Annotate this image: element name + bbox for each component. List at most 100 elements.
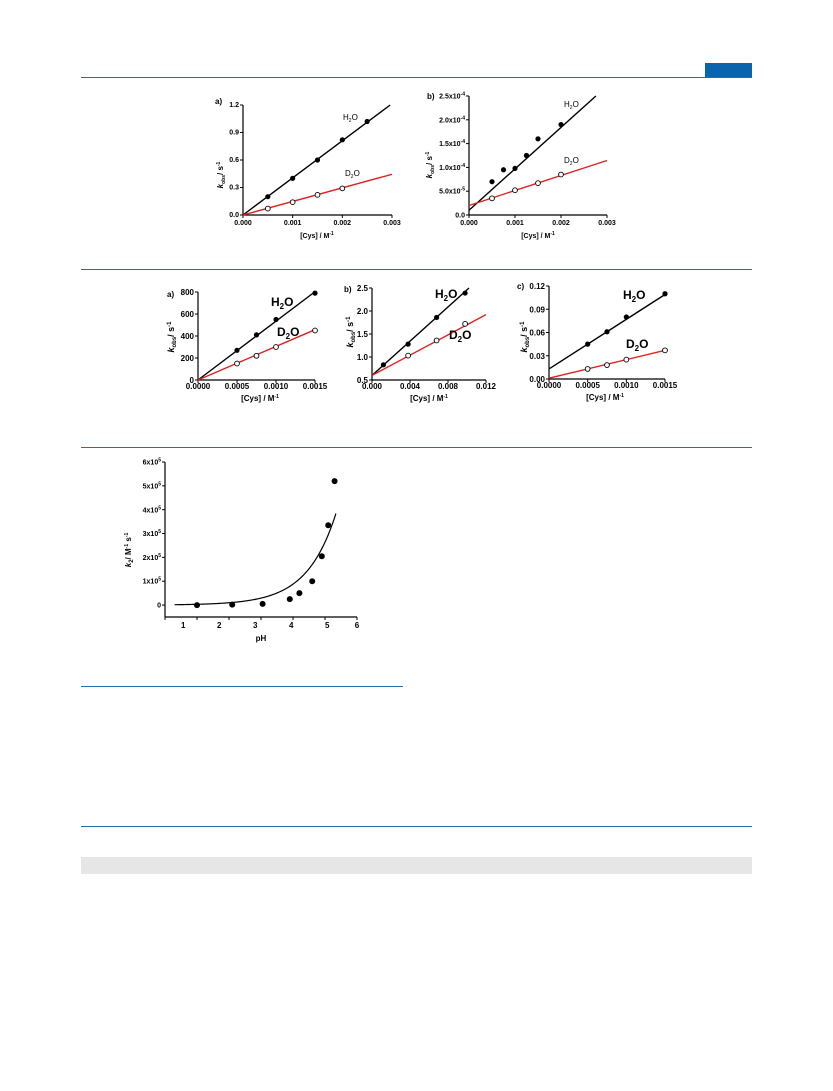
y-tick: 0.09 bbox=[529, 305, 545, 314]
data-point-d2o bbox=[623, 356, 630, 363]
data-point-h2o bbox=[364, 118, 370, 125]
data-point-h2o bbox=[604, 329, 610, 335]
y-tick: 400 bbox=[181, 332, 195, 341]
data-point-h2o bbox=[405, 341, 411, 347]
data-point-h2o bbox=[265, 194, 271, 200]
y-tick: 0.6 bbox=[229, 157, 239, 164]
section-rule-1 bbox=[81, 269, 752, 270]
y-tick-labels: 0.5 1.0 1.5 2.0 2.5 bbox=[357, 284, 369, 385]
figure-1-panel-a: a) kobs/ s-1 0.000 0.001 0.002 0.003 0.0… bbox=[215, 97, 401, 240]
d2o-label: D2O bbox=[345, 169, 360, 180]
data-point-d2o bbox=[662, 347, 668, 354]
x-tick: 0.0010 bbox=[264, 382, 289, 391]
y-tick: 4x105 bbox=[143, 505, 162, 514]
data-point-d2o bbox=[489, 195, 495, 202]
svg-text:kobs/ s-1: kobs/ s-1 bbox=[216, 161, 227, 188]
x-tick: 0.0000 bbox=[186, 382, 211, 391]
x-tick: 0.002 bbox=[334, 220, 352, 227]
data-point-h2o bbox=[234, 347, 240, 353]
data-point-h2o bbox=[558, 121, 564, 128]
h2o-label: H2O bbox=[564, 100, 579, 111]
d2o-label: D2O bbox=[277, 325, 299, 341]
y-tick: 200 bbox=[181, 354, 195, 363]
y-tick: 0.0 bbox=[455, 213, 465, 220]
y-tick: 600 bbox=[181, 310, 195, 319]
panel-label: b) bbox=[344, 285, 352, 294]
x-axis-title: pH bbox=[256, 634, 267, 643]
y-tick: 2.0 bbox=[357, 307, 369, 316]
data-point-h2o bbox=[662, 291, 668, 297]
x-tick: 0.0010 bbox=[614, 381, 639, 390]
x-tick-labels: 0.0000 0.0005 0.0010 0.0015 bbox=[186, 382, 328, 391]
data-point-h2o bbox=[314, 157, 321, 163]
plot-area bbox=[546, 285, 668, 382]
data-point bbox=[331, 478, 338, 485]
plot-area bbox=[162, 461, 358, 620]
y-tick: 1.5x10-4 bbox=[439, 139, 465, 148]
data-point-h2o bbox=[312, 290, 318, 296]
y-tick: 3x105 bbox=[143, 529, 162, 538]
data-point-d2o bbox=[264, 205, 271, 212]
svg-text:kobs/ s-1: kobs/ s-1 bbox=[345, 316, 357, 348]
x-tick-labels: 1 2 3 4 5 6 bbox=[181, 621, 360, 630]
y-tick: 0.12 bbox=[529, 282, 545, 291]
x-tick: 0.000 bbox=[362, 382, 383, 391]
data-point bbox=[259, 600, 266, 607]
data-point-h2o bbox=[339, 137, 345, 143]
header-rule bbox=[81, 77, 752, 78]
x-tick: 0.004 bbox=[400, 382, 421, 391]
data-point-d2o bbox=[312, 327, 318, 334]
data-point-h2o bbox=[273, 316, 279, 323]
data-point-h2o bbox=[462, 290, 468, 296]
y-axis-title: kobs/ s-1 bbox=[425, 151, 436, 178]
y-tick: 2.5x10-4 bbox=[439, 92, 465, 101]
x-tick-labels: 0.0000 0.0005 0.0010 0.0015 bbox=[537, 381, 678, 390]
x-tick: 0.001 bbox=[506, 220, 524, 227]
data-point-h2o bbox=[489, 179, 495, 185]
fit-curve bbox=[174, 513, 337, 606]
figure-3-ph-profile: k2/ M-1 s-1 1 2 3 4 5 6 0 1x105 2x105 3x… bbox=[124, 458, 360, 643]
y-tick: 2.5 bbox=[357, 284, 369, 293]
y-tick: 0.5 bbox=[357, 376, 369, 385]
y-tick: 6x105 bbox=[143, 458, 162, 467]
x-tick: 0.003 bbox=[598, 220, 616, 227]
x-tick: 0.002 bbox=[552, 220, 570, 227]
x-tick: 0.008 bbox=[438, 382, 459, 391]
y-tick-labels: 0.0 5.0x10-5 1.0x10-4 1.5x10-4 2.0x10-4 … bbox=[439, 92, 465, 220]
y-tick-labels: 0 1x105 2x105 3x105 4x105 5x105 6x105 bbox=[143, 458, 162, 610]
y-axis-title: kobs/ s-1 bbox=[345, 316, 357, 348]
y-axis-title: kobs/ s-1 bbox=[166, 321, 178, 353]
data-point-d2o bbox=[253, 352, 260, 359]
fit-line-h2o bbox=[371, 287, 470, 376]
d2o-label: D2O bbox=[449, 328, 471, 344]
y-tick: 1.2 bbox=[229, 102, 239, 109]
data-point-d2o bbox=[535, 180, 541, 186]
data-point-h2o bbox=[500, 167, 507, 173]
y-axis-title: kobs/ s-1 bbox=[216, 161, 227, 188]
data-point-d2o bbox=[433, 337, 440, 344]
data-point-h2o bbox=[512, 165, 518, 171]
y-tick: 5x105 bbox=[143, 482, 162, 491]
d2o-label: D2O bbox=[564, 156, 579, 167]
data-point-d2o bbox=[339, 185, 346, 192]
plot-area bbox=[195, 290, 318, 383]
data-point-d2o bbox=[462, 321, 468, 327]
x-tick: 1 bbox=[181, 621, 186, 630]
y-axis-title: kobs/ s-1 bbox=[519, 321, 531, 353]
data-point-h2o bbox=[535, 136, 541, 142]
y-tick: 1.5 bbox=[357, 330, 369, 339]
x-tick: 0.0005 bbox=[225, 382, 250, 391]
svg-text:kobs/ s-1: kobs/ s-1 bbox=[166, 321, 178, 353]
h2o-label: H2O bbox=[623, 288, 645, 304]
data-point bbox=[325, 522, 332, 529]
data-point-d2o bbox=[289, 199, 296, 206]
d2o-label: D2O bbox=[626, 337, 648, 353]
x-tick: 5 bbox=[325, 621, 330, 630]
x-tick: 0.012 bbox=[476, 382, 497, 391]
data-point-d2o bbox=[512, 187, 518, 194]
x-tick: 0.000 bbox=[460, 220, 478, 227]
svg-text:k2/ M-1 s-1: k2/ M-1 s-1 bbox=[124, 533, 135, 568]
data-point-d2o bbox=[234, 360, 240, 367]
data-point-d2o bbox=[314, 191, 321, 198]
x-tick: 0.000 bbox=[234, 220, 252, 227]
